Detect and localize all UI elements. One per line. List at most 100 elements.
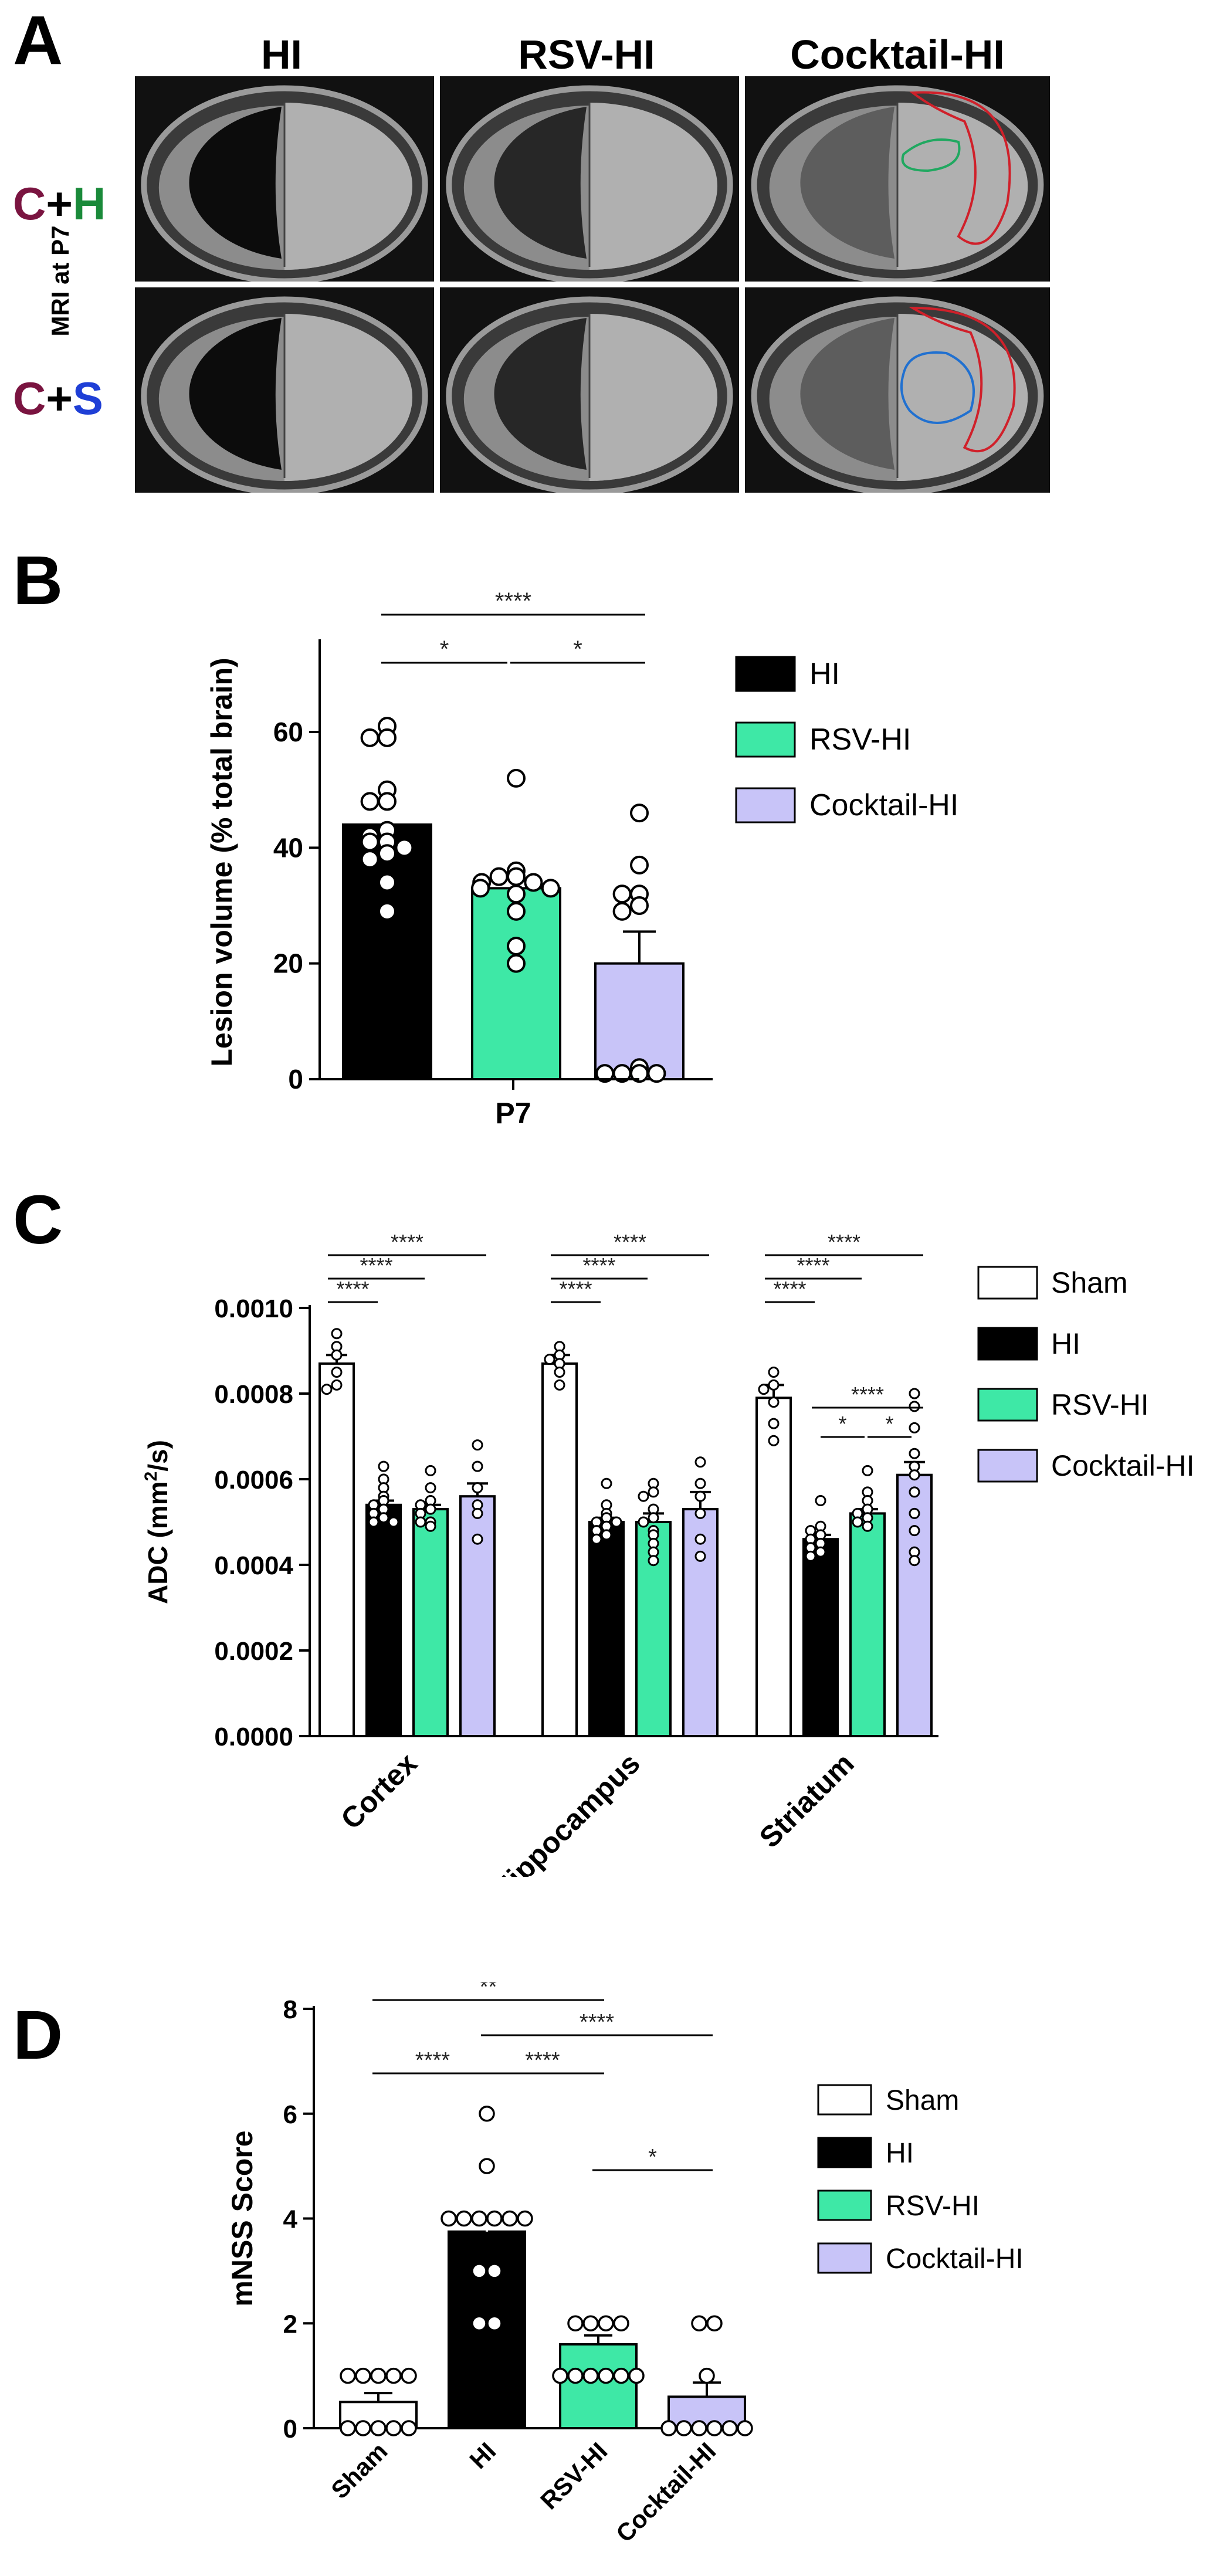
data-point: [582, 2367, 599, 2384]
data-point: [694, 1477, 706, 1489]
y-tick-label: 60: [273, 717, 303, 747]
legend-swatch: [817, 2189, 872, 2221]
bar-cocktail-hi: [459, 1495, 496, 1737]
data-point: [768, 1418, 780, 1429]
legend-swatch: [817, 2242, 872, 2274]
data-point: [909, 1507, 920, 1519]
legend-swatch: [735, 787, 796, 823]
legend-swatch: [977, 1388, 1038, 1422]
data-point: [321, 1384, 333, 1395]
data-point: [638, 1516, 649, 1528]
data-point: [768, 1397, 780, 1408]
y-tick-label: 4: [283, 2205, 298, 2234]
y-tick-label: 40: [273, 832, 303, 863]
data-point: [355, 2367, 371, 2384]
data-point: [601, 1477, 612, 1489]
data-point: [507, 937, 526, 956]
lesion-region: [494, 318, 587, 470]
data-point: [479, 2106, 495, 2122]
row-label-plus: +: [46, 372, 73, 424]
bar-hi: [802, 1538, 839, 1737]
data-point: [471, 879, 490, 898]
data-point: [360, 728, 379, 747]
data-point: [694, 1533, 706, 1545]
significance-label: ****: [614, 1230, 646, 1254]
lesion-region: [189, 318, 282, 470]
x-tick-label: RSV-HI: [535, 2437, 612, 2514]
data-point: [370, 2420, 387, 2436]
data-point: [706, 2315, 723, 2331]
data-point: [721, 2420, 738, 2436]
data-point: [647, 1064, 666, 1083]
data-point: [691, 2420, 707, 2436]
cortex-roi-outline: [908, 306, 1016, 453]
row-label-s: S: [72, 372, 103, 424]
data-point: [425, 1465, 436, 1476]
significance-label: ****: [415, 2048, 450, 2073]
brain-hemisphere: [589, 103, 718, 270]
bar-hi: [588, 1521, 625, 1737]
brain-hemisphere: [284, 314, 413, 481]
data-point: [486, 2263, 503, 2279]
data-point: [909, 1388, 920, 1399]
bar-sham: [541, 1362, 578, 1737]
data-point: [401, 2367, 417, 2384]
row-label-c: C: [13, 372, 46, 424]
data-point: [598, 2315, 614, 2331]
data-point: [737, 2420, 753, 2436]
data-point: [331, 1367, 343, 1378]
data-point: [909, 1401, 920, 1412]
data-point: [758, 1384, 770, 1395]
bar-hi: [365, 1503, 402, 1737]
panel-a-letter: A: [13, 2, 63, 79]
data-point: [909, 1469, 920, 1481]
x-axis-label: P7: [495, 1097, 531, 1130]
data-point: [567, 2315, 584, 2331]
legend-swatch: [735, 656, 796, 692]
legend-swatch: [817, 2137, 872, 2168]
hippocampus-roi-outline: [901, 138, 961, 172]
bar-hi: [448, 2230, 526, 2429]
brain-hemisphere: [284, 103, 413, 270]
data-point: [378, 873, 397, 892]
data-point: [595, 1064, 615, 1083]
legend-label: Sham: [1051, 1266, 1128, 1299]
striatum-roi-outline: [900, 351, 975, 424]
row-label-plus: +: [46, 178, 73, 229]
legend-swatch: [977, 1266, 1038, 1300]
legend-label: Cocktail-HI: [1051, 1449, 1194, 1482]
data-point: [768, 1367, 780, 1378]
data-point: [331, 1328, 343, 1340]
data-point: [472, 1460, 483, 1472]
data-point: [613, 2315, 629, 2331]
data-point: [489, 867, 509, 886]
mri-tile: [745, 76, 1050, 282]
data-point: [441, 2210, 457, 2227]
legend-swatch: [977, 1327, 1038, 1361]
data-point: [630, 855, 649, 875]
data-point: [611, 1516, 622, 1528]
x-tick-label: Cocktail-HI: [611, 2437, 721, 2547]
significance-label: ****: [773, 1277, 806, 1301]
significance-label: *: [573, 636, 582, 662]
data-point: [507, 867, 526, 886]
data-point: [601, 1529, 612, 1541]
data-point: [567, 2367, 584, 2384]
data-point: [378, 844, 397, 863]
y-axis-label: ADC (mm2/s): [141, 1440, 173, 1604]
y-tick-label: 8: [283, 1995, 297, 2024]
data-point: [517, 2210, 533, 2227]
data-point: [852, 1516, 863, 1528]
significance-label: ****: [391, 1230, 423, 1254]
data-point: [554, 1367, 565, 1378]
mri-tile: [135, 76, 434, 282]
legend-swatch: [817, 2084, 872, 2116]
row-label-c-plus-h: C+H: [13, 181, 106, 226]
data-point: [582, 2315, 599, 2331]
panel-c-letter: C: [13, 1181, 63, 1259]
x-tick-label: Cortex: [334, 1747, 423, 1836]
legend-label: HI: [1051, 1327, 1080, 1360]
data-point: [340, 2367, 356, 2384]
data-point: [471, 2315, 487, 2331]
data-point: [472, 1533, 483, 1545]
